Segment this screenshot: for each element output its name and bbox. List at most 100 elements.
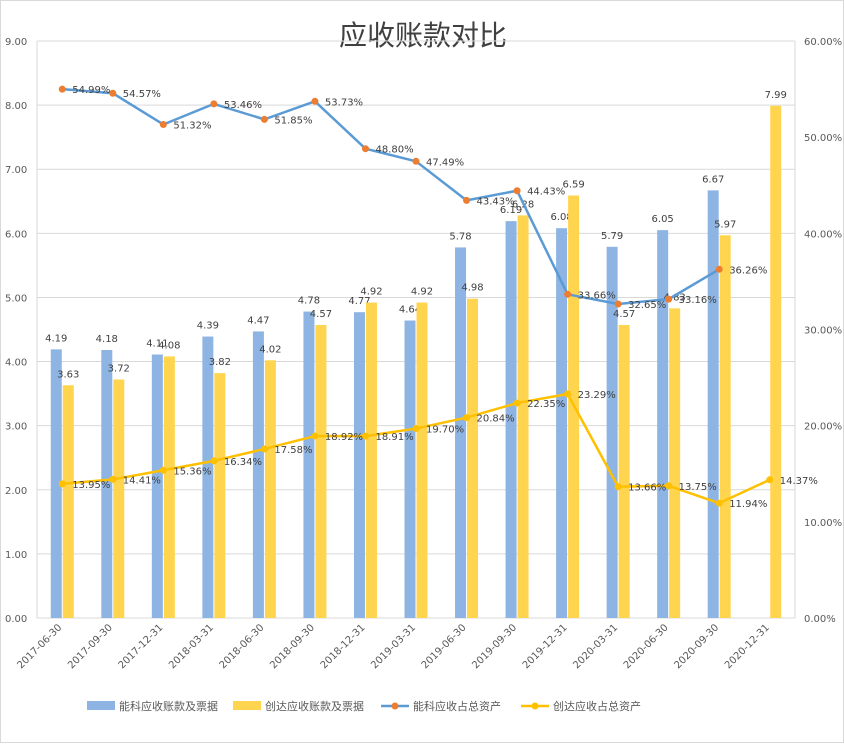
bar-data-label: 6.59 bbox=[562, 180, 584, 191]
y-right-tick-label: 30.00% bbox=[804, 326, 842, 337]
bar bbox=[606, 246, 618, 618]
line-data-label: 13.75% bbox=[679, 482, 717, 493]
legend-label: 能科应收占总资产 bbox=[413, 699, 501, 713]
bar-data-label: 6.19 bbox=[500, 205, 522, 216]
bar bbox=[202, 336, 214, 618]
line-data-label: 14.37% bbox=[780, 476, 818, 487]
bar bbox=[62, 385, 74, 618]
line-point bbox=[260, 445, 268, 453]
y-left-tick-label: 3.00 bbox=[5, 422, 27, 433]
bar-data-label: 4.18 bbox=[96, 334, 118, 345]
bar-data-label: 4.57 bbox=[613, 309, 635, 320]
line-point bbox=[665, 482, 673, 490]
bar-data-label: 4.02 bbox=[259, 344, 281, 355]
line-data-label: 19.70% bbox=[426, 425, 464, 436]
bar-data-label: 4.77 bbox=[348, 296, 370, 307]
line-point bbox=[513, 187, 521, 195]
bar bbox=[770, 105, 782, 619]
y-right-tick-label: 10.00% bbox=[804, 518, 842, 529]
line-point bbox=[766, 476, 774, 484]
bar bbox=[365, 302, 377, 618]
y-left-tick-label: 9.00 bbox=[5, 37, 27, 48]
line-point bbox=[361, 145, 369, 153]
line-data-label: 44.43% bbox=[527, 187, 565, 198]
bar bbox=[455, 247, 467, 618]
series-line bbox=[62, 87, 720, 306]
line-data-label: 18.91% bbox=[375, 432, 413, 443]
bar bbox=[618, 325, 630, 618]
x-tick-label: 2020-03-31 bbox=[571, 622, 620, 671]
line-data-label: 22.35% bbox=[527, 399, 565, 410]
x-tick-label: 2017-09-30 bbox=[66, 622, 115, 671]
x-tick-label: 2019-03-31 bbox=[369, 622, 418, 671]
bar-data-label: 4.19 bbox=[45, 333, 67, 344]
y-left-tick-label: 6.00 bbox=[5, 229, 27, 240]
bar-data-label: 4.39 bbox=[197, 321, 219, 332]
line-data-label: 54.57% bbox=[123, 89, 161, 100]
legend-label: 创达应收账款及票据 bbox=[265, 699, 364, 713]
line-data-label: 33.66% bbox=[578, 290, 616, 301]
y-right-tick-label: 20.00% bbox=[804, 422, 842, 433]
bar bbox=[50, 349, 62, 618]
y-left-tick-label: 8.00 bbox=[5, 101, 27, 112]
legend-swatch bbox=[233, 701, 261, 710]
bar bbox=[163, 356, 175, 618]
line-data-label: 16.34% bbox=[224, 457, 262, 468]
line-data-label: 48.80% bbox=[375, 145, 413, 156]
bar bbox=[467, 298, 479, 618]
y-right-tick-label: 40.00% bbox=[804, 229, 842, 240]
line-point bbox=[311, 97, 319, 105]
line-data-label: 54.99% bbox=[72, 85, 110, 96]
bar-data-label: 6.67 bbox=[702, 174, 724, 185]
line-point bbox=[463, 414, 471, 422]
bar bbox=[505, 221, 517, 618]
line-point bbox=[412, 425, 420, 433]
line-data-label: 43.43% bbox=[477, 196, 515, 207]
line-point bbox=[260, 115, 268, 123]
bar bbox=[303, 311, 315, 618]
bar-data-label: 3.63 bbox=[57, 369, 79, 380]
line-data-label: 51.85% bbox=[274, 115, 312, 126]
bar bbox=[151, 354, 163, 618]
line-data-label: 53.73% bbox=[325, 97, 363, 108]
line-data-label: 15.36% bbox=[173, 466, 211, 477]
y-right-tick-label: 0.00% bbox=[804, 614, 836, 625]
bar bbox=[657, 230, 669, 618]
bar bbox=[556, 228, 568, 618]
bar-data-label: 4.57 bbox=[310, 309, 332, 320]
legend-label: 能科应收账款及票据 bbox=[119, 699, 218, 713]
line-point bbox=[58, 85, 66, 93]
legend-marker bbox=[531, 702, 539, 710]
bar bbox=[517, 215, 529, 619]
line-point bbox=[564, 290, 572, 298]
bar-data-label: 4.11 bbox=[146, 339, 168, 350]
bar bbox=[719, 235, 731, 619]
x-tick-label: 2020-12-31 bbox=[723, 622, 772, 671]
line-point bbox=[614, 483, 622, 491]
line-point bbox=[109, 89, 117, 97]
bar bbox=[669, 308, 681, 618]
line-data-label: 17.58% bbox=[274, 445, 312, 456]
line-point bbox=[412, 157, 420, 165]
bar-data-label: 5.78 bbox=[449, 231, 471, 242]
line-point bbox=[361, 432, 369, 440]
x-tick-label: 2020-06-30 bbox=[622, 622, 671, 671]
line-data-label: 14.41% bbox=[123, 475, 161, 486]
bar-data-label: 4.47 bbox=[247, 315, 269, 326]
line-data-label: 23.29% bbox=[578, 390, 616, 401]
x-tick-label: 2018-06-30 bbox=[218, 622, 267, 671]
x-tick-label: 2017-06-30 bbox=[16, 622, 65, 671]
bar-data-label: 3.72 bbox=[108, 364, 130, 375]
bar bbox=[707, 190, 719, 618]
line-data-label: 20.84% bbox=[477, 414, 515, 425]
x-tick-label: 2017-12-31 bbox=[117, 622, 166, 671]
line-point bbox=[210, 100, 218, 108]
bar bbox=[353, 312, 365, 618]
line-point bbox=[715, 265, 723, 273]
bar-data-label: 6.08 bbox=[550, 212, 572, 223]
bar-data-label: 4.92 bbox=[411, 287, 433, 298]
line-point bbox=[564, 390, 572, 398]
bar-data-label: 4.08 bbox=[158, 340, 180, 351]
line-data-label: 53.46% bbox=[224, 100, 262, 111]
